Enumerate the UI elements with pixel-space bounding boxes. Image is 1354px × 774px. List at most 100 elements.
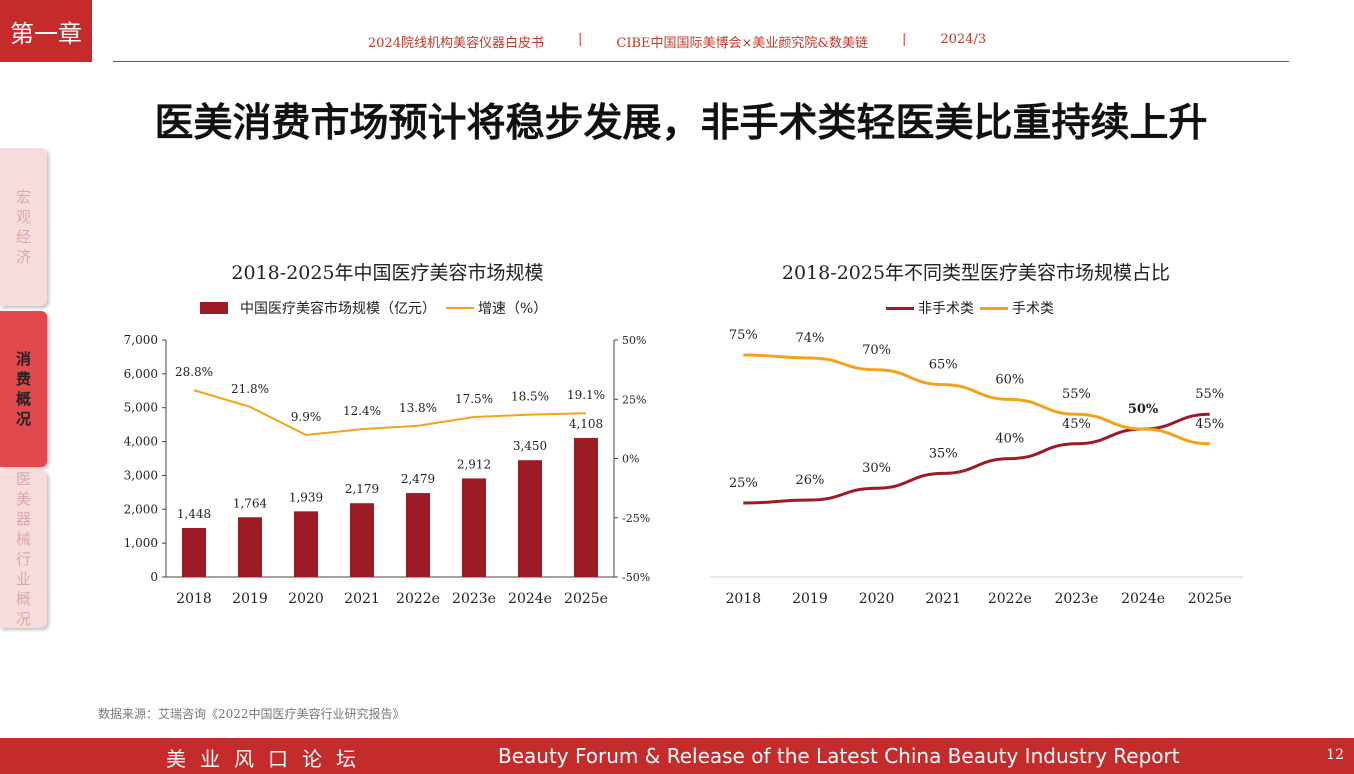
y-tick-label: 5,000 [124,401,158,415]
side-tab-char: 概 [15,590,31,608]
y-tick-label: 2,000 [124,502,158,516]
y2-tick-label: 0% [622,453,639,466]
non-surgical-value-label: 40% [995,432,1024,447]
header-separator: | [577,32,583,47]
x-tick-label: 2020 [288,591,324,607]
surgical-value-label: 60% [995,372,1024,387]
legend-label: 非手术类 [918,301,974,317]
x-tick-label: 2025e [564,591,608,607]
surgical-value-label: 65% [929,358,958,373]
footer-forum-name: 美业风口论坛 [166,747,370,771]
bar [238,517,262,577]
header-organizers: CIBE中国国际美博会×美业颜究院&数美链 [616,36,868,51]
x-tick-label: 2024e [1121,591,1165,607]
growth-value-label: 17.5% [455,392,493,406]
growth-value-label: 12.4% [343,404,381,418]
top-header: 2024院线机构美容仪器白皮书 | CIBE中国国际美博会×美业颜究院&数美链 … [0,22,1354,61]
data-source-note: 数据来源：艾瑞咨询《2022中国医疗美容行业研究报告》 [98,707,405,721]
page-number: 12 [1326,747,1344,763]
y-tick-label: 3,000 [124,468,158,482]
chart1-title: 2018-2025年中国医疗美容市场规模 [231,262,544,284]
y-tick-label: 1,000 [124,536,158,550]
y-tick-label: 0 [150,570,158,584]
x-tick-label: 2019 [792,591,828,607]
side-tab-char: 费 [15,370,31,388]
side-tab-char: 美 [15,490,31,508]
header-date: 2024/3 [940,32,987,47]
bar-value-label: 1,764 [233,496,268,510]
y-tick-label: 7,000 [124,333,158,347]
y2-tick-label: -25% [622,512,650,525]
chart2-legend: 非手术类 手术类 [886,298,1054,318]
side-tab-consumption[interactable]: 消费概况 [0,311,47,467]
side-tab-char: 概 [15,390,31,408]
bar [462,478,486,577]
bar [574,437,598,577]
growth-line [193,389,587,437]
y2-tick-label: 50% [622,334,646,347]
x-tick-label: 2022e [396,591,440,607]
non-surgical-value-label: 26% [795,473,824,488]
side-tab-char: 业 [15,570,31,588]
y-tick-label: 6,000 [124,367,158,381]
chart1-market-size: 0 1,000 2,000 3,000 4,000 5,000 6,000 7,000 -50%… [124,333,651,607]
growth-value-label: 21.8% [231,382,269,396]
x-tick-label: 2024e [508,591,552,607]
x-tick-label: 2020 [859,591,895,607]
side-tab-char: 械 [15,530,31,548]
legend-label: 增速（%） [478,301,548,317]
growth-value-label: 9.9% [291,410,322,424]
x-tick-label: 2023e [452,591,496,607]
legend-label: 手术类 [1012,301,1054,317]
side-tab-char: 观 [15,208,31,226]
header-divider [113,61,1289,62]
side-tab-macro-economy[interactable]: 宏观经济 [0,148,47,306]
bar-value-label: 2,479 [401,472,435,486]
x-tick-label: 2019 [232,591,268,607]
y2-tick-label: -50% [622,571,650,584]
chart1-legend: 中国医疗美容市场规模（亿元） 增速（%） [200,298,547,318]
side-tab-device-industry[interactable]: 医美器械行业概况 [0,470,47,628]
bar-value-label: 2,179 [345,482,379,496]
side-tab-char: 况 [15,610,31,628]
side-tab-char: 器 [15,510,31,528]
bar [350,503,374,577]
y2-tick-label: 25% [622,393,646,406]
x-tick-label: 2023e [1054,591,1098,607]
growth-value-label: 13.8% [399,401,437,415]
growth-value-label: 18.5% [511,390,549,404]
side-tab-char: 医 [15,470,31,488]
non-surgical-value-label: 45% [1062,417,1091,432]
growth-value-label: 19.1% [567,388,605,402]
legend-line-swatch [980,306,1008,310]
surgical-value-label: 74% [795,331,824,346]
legend-label: 中国医疗美容市场规模（亿元） [240,301,436,317]
bar [182,527,206,577]
side-tab-char: 宏 [15,188,31,206]
x-tick-label: 2018 [725,591,761,607]
non-surgical-value-label: 50% [1128,402,1159,417]
bar [518,460,542,577]
side-tab-char: 经 [15,228,31,246]
page-title: 医美消费市场预计将稳步发展，非手术类轻医美比重持续上升 [154,101,1208,146]
surgical-value-label: 45% [1195,417,1224,432]
chart2-title: 2018-2025年不同类型医疗美容市场规模占比 [781,262,1171,284]
y-tick-label: 4,000 [124,435,158,449]
footer-bar: 美业风口论坛 Beauty Forum & Release of the Lat… [0,738,1354,774]
bar-value-label: 2,912 [457,457,491,471]
non-surgical-value-label: 30% [862,461,891,476]
non-surgical-value-label: 55% [1195,387,1224,402]
chart2-type-share: 2018 2019 2020 2021 2022e 2023e 2024e 2025e 25% 2… [710,328,1243,607]
bar-value-label: 1,448 [177,507,211,521]
x-tick-label: 2022e [988,591,1032,607]
bar-value-label: 4,108 [569,417,603,431]
x-tick-label: 2021 [344,591,380,607]
x-tick-label: 2025e [1188,591,1232,607]
side-tab-char: 况 [15,410,31,428]
surgical-value-label: 75% [729,328,758,343]
header-separator: | [901,32,907,47]
legend-line-swatch [886,306,914,310]
legend-bar-swatch [200,302,228,314]
side-tab-char: 济 [15,248,31,266]
bar [294,511,318,577]
